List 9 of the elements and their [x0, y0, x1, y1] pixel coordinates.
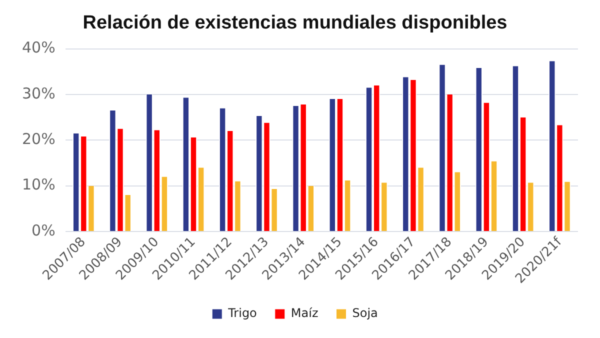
y-tick-label: 0% — [32, 221, 56, 240]
legend-label: Soja — [352, 306, 378, 320]
y-tick-label: 10% — [22, 176, 56, 194]
y-tick-label: 30% — [22, 84, 56, 102]
legend-label: Trigo — [227, 306, 257, 320]
legend-label: Maíz — [290, 306, 318, 320]
y-tick-label: 20% — [22, 130, 56, 148]
chart-title: Relación de existencias mundiales disponibles — [82, 12, 508, 34]
y-tick-label: 40% — [22, 38, 56, 57]
